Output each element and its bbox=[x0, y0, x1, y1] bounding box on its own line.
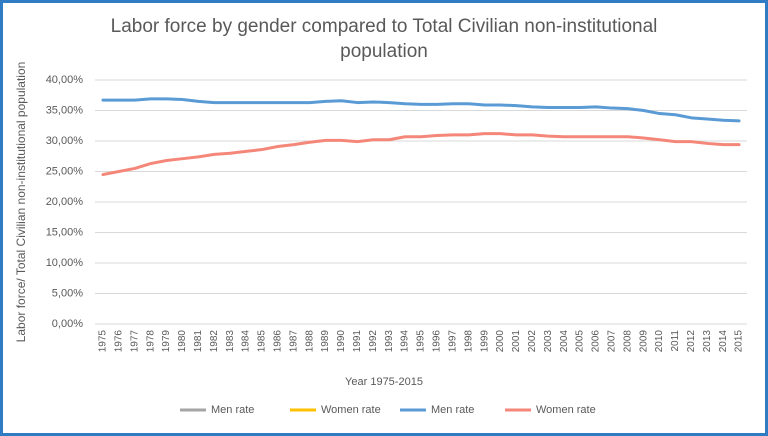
x-tick-label: 1984 bbox=[241, 330, 252, 353]
x-tick-label: 1979 bbox=[161, 330, 172, 353]
y-tick-label: 35,00% bbox=[46, 104, 84, 116]
x-tick-label: 2005 bbox=[575, 330, 586, 353]
legend-label: Women rate bbox=[536, 404, 596, 416]
x-tick-label: 1981 bbox=[193, 330, 204, 353]
x-tick-label: 1987 bbox=[288, 330, 299, 353]
x-tick-label: 1986 bbox=[273, 330, 284, 353]
x-tick-label: 2013 bbox=[702, 330, 713, 353]
x-tick-label: 2012 bbox=[686, 330, 697, 353]
y-tick-label: 0,00% bbox=[52, 318, 83, 330]
x-tick-label: 2011 bbox=[670, 330, 681, 352]
x-tick-label: 1998 bbox=[463, 330, 474, 353]
x-tick-label: 1980 bbox=[177, 330, 188, 353]
x-tick-label: 2002 bbox=[527, 330, 538, 353]
chart-title: Labor force by gender compared to Total … bbox=[110, 16, 658, 62]
x-tick-label: 1996 bbox=[432, 330, 443, 353]
x-tick-label: 2004 bbox=[559, 330, 570, 353]
legend-label: Men rate bbox=[431, 404, 474, 416]
legend-label: Women rate bbox=[321, 404, 381, 416]
y-tick-label: 30,00% bbox=[46, 135, 84, 147]
x-tick-label: 1976 bbox=[113, 330, 124, 353]
x-tick-label: 1994 bbox=[400, 330, 411, 353]
series-line bbox=[101, 132, 741, 177]
x-tick-label: 2007 bbox=[606, 330, 617, 353]
x-tick-label: 2010 bbox=[654, 330, 665, 353]
x-tick-label: 2003 bbox=[543, 330, 554, 353]
x-tick-label: 1982 bbox=[209, 330, 220, 353]
x-axis-label: Year 1975-2015 bbox=[345, 376, 423, 388]
series-line bbox=[101, 97, 741, 123]
x-tick-label: 1975 bbox=[98, 330, 109, 353]
y-tick-label: 15,00% bbox=[46, 226, 84, 238]
y-tick-label: 10,00% bbox=[46, 257, 84, 269]
x-tick-label: 2014 bbox=[718, 330, 729, 353]
x-tick-label: 1985 bbox=[257, 330, 268, 353]
y-tick-label: 40,00% bbox=[46, 74, 84, 86]
x-tick-label: 1983 bbox=[225, 330, 236, 353]
x-tick-label: 1999 bbox=[479, 330, 490, 353]
x-tick-label: 1992 bbox=[368, 330, 379, 353]
x-tick-label: 1990 bbox=[336, 330, 347, 353]
x-tick-label: 1977 bbox=[129, 330, 140, 353]
x-tick-label: 2001 bbox=[511, 330, 522, 353]
x-tick-label: 1988 bbox=[304, 330, 315, 353]
x-tick-label: 1978 bbox=[145, 330, 156, 353]
legend-label: Men rate bbox=[211, 404, 254, 416]
x-tick-label: 1995 bbox=[416, 330, 427, 353]
x-tick-label: 1991 bbox=[352, 330, 363, 353]
y-tick-label: 20,00% bbox=[46, 196, 84, 208]
x-tick-label: 1993 bbox=[384, 330, 395, 353]
y-tick-label: 25,00% bbox=[46, 165, 84, 177]
x-tick-label: 1997 bbox=[447, 330, 458, 353]
x-tick-label: 1989 bbox=[320, 330, 331, 353]
x-tick-label: 2000 bbox=[495, 330, 506, 353]
y-axis-label: Labor force/ Total Civilian non-institut… bbox=[14, 62, 28, 343]
x-tick-label: 2006 bbox=[591, 330, 602, 353]
x-tick-label: 2008 bbox=[622, 330, 633, 353]
x-tick-label: 2015 bbox=[734, 330, 745, 353]
x-tick-label: 2009 bbox=[638, 330, 649, 353]
y-tick-label: 5,00% bbox=[52, 287, 83, 299]
